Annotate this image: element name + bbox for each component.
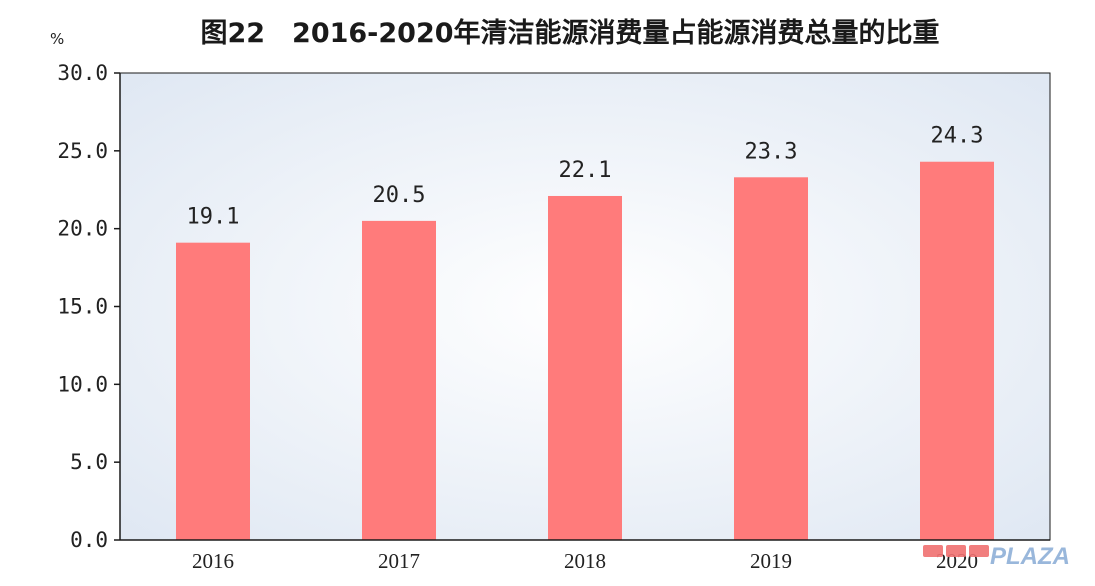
y-tick-label: 20.0 xyxy=(57,217,108,241)
data-label-2016: 19.1 xyxy=(187,205,240,230)
data-labels: 19.1 20.5 22.1 23.3 24.3 xyxy=(187,124,984,230)
data-label-2017: 20.5 xyxy=(373,183,426,208)
y-tick-label: 5.0 xyxy=(70,450,108,474)
y-tick-label: 25.0 xyxy=(57,139,108,163)
data-label-2019: 23.3 xyxy=(745,139,798,164)
x-axis-ticks: 2016 2017 2018 2019 2020 xyxy=(192,549,978,573)
bar-2020 xyxy=(920,161,994,541)
watermark-text: PLAZA xyxy=(990,543,1070,570)
bar-2019 xyxy=(734,177,808,540)
data-label-2020: 24.3 xyxy=(931,124,984,149)
data-label-2018: 22.1 xyxy=(559,158,612,183)
x-tick-label-2019: 2019 xyxy=(750,549,792,573)
y-tick-label: 15.0 xyxy=(57,295,108,319)
x-tick-label-2018: 2018 xyxy=(564,549,606,573)
y-tick-label: 10.0 xyxy=(57,372,108,396)
y-tick-label: 0.0 xyxy=(70,528,108,552)
chart-title: 图22 2016-2020年清洁能源消费量占能源消费总量的比重 xyxy=(200,17,939,49)
watermark-logo: PLAZA xyxy=(923,543,1070,570)
bar-2016 xyxy=(176,242,250,540)
x-tick-label-2017: 2017 xyxy=(378,549,420,573)
watermark-block-1 xyxy=(923,545,943,557)
bar-2017 xyxy=(362,220,436,540)
bar-2018 xyxy=(548,195,622,540)
watermark-block-2 xyxy=(946,545,966,557)
watermark-block-3 xyxy=(969,545,989,557)
y-tick-label: 30.0 xyxy=(57,61,108,85)
y-axis-unit-label: % xyxy=(50,30,64,48)
bars xyxy=(176,161,994,541)
y-axis-ticks: 0.0 5.0 10.0 15.0 20.0 25.0 30.0 xyxy=(57,61,120,552)
x-tick-label-2016: 2016 xyxy=(192,549,234,573)
